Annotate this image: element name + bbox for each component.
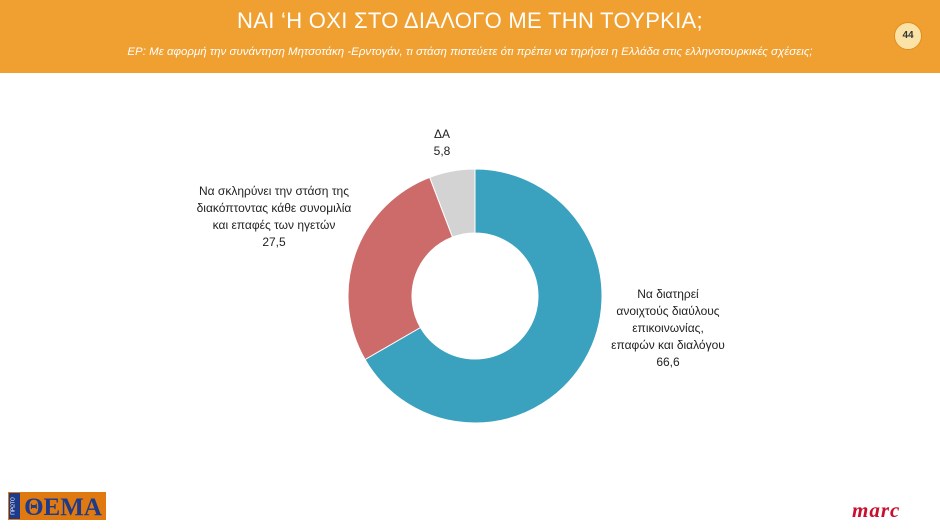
- slice-label-1: Να σκληρύνει την στάση της διακόπτοντας κ…: [197, 184, 352, 249]
- slice-value-1: 27,5: [262, 235, 286, 249]
- donut-slices: [347, 168, 603, 424]
- slice-label-line: Να σκληρύνει την στάση της: [199, 184, 349, 198]
- donut-chart: Να διατηρεί ανοιχτούς διαύλους επικοινωνία…: [197, 127, 725, 424]
- slice-label-line: ανοιχτούς διαύλους: [616, 304, 719, 318]
- header-bar: ΝΑΙ ‘Η ΟΧΙ ΣΤΟ ΔΙΑΛΟΓΟ ΜΕ ΤΗΝ ΤΟΥΡΚΙΑ; Ε…: [0, 0, 940, 73]
- proto-thema-logo: ΠΡΩΤΟ ΘΕΜΑ: [8, 492, 106, 520]
- marc-logo: marc: [852, 498, 901, 522]
- survey-question: ΕΡ: Με αφορμή την συνάντηση Μητσοτάκη -Ε…: [127, 46, 813, 58]
- slice-label-line: επαφών και διαλόγου: [611, 338, 725, 352]
- slice-label-line: και επαφές των ηγετών: [213, 218, 336, 232]
- slice-label-0: Να διατηρεί ανοιχτούς διαύλους επικοινωνία…: [611, 287, 725, 369]
- logo-main-text: ΘΕΜΑ: [24, 494, 102, 520]
- slice-label-2: ΔΑ 5,8: [434, 127, 451, 158]
- logo-small-text: ΠΡΩΤΟ: [11, 497, 17, 515]
- page-number-badge: 44: [894, 22, 922, 50]
- slice-label-line: Να διατηρεί: [637, 287, 699, 301]
- slice-value-2: 5,8: [434, 144, 451, 158]
- slice-label-line: επικοινωνίας,: [632, 321, 704, 335]
- slice-value-0: 66,6: [656, 355, 680, 369]
- donut-slice-1: [347, 176, 454, 361]
- slice-labels: Να διατηρεί ανοιχτούς διαύλους επικοινωνία…: [197, 127, 725, 369]
- page-title: ΝΑΙ ‘Η ΟΧΙ ΣΤΟ ΔΙΑΛΟΓΟ ΜΕ ΤΗΝ ΤΟΥΡΚΙΑ;: [237, 8, 703, 33]
- donut-slice-2: [429, 168, 476, 238]
- donut-slice-0: [364, 168, 603, 424]
- slice-label-line: ΔΑ: [434, 127, 450, 141]
- slice-label-line: διακόπτοντας κάθε συνομιλία: [197, 201, 352, 215]
